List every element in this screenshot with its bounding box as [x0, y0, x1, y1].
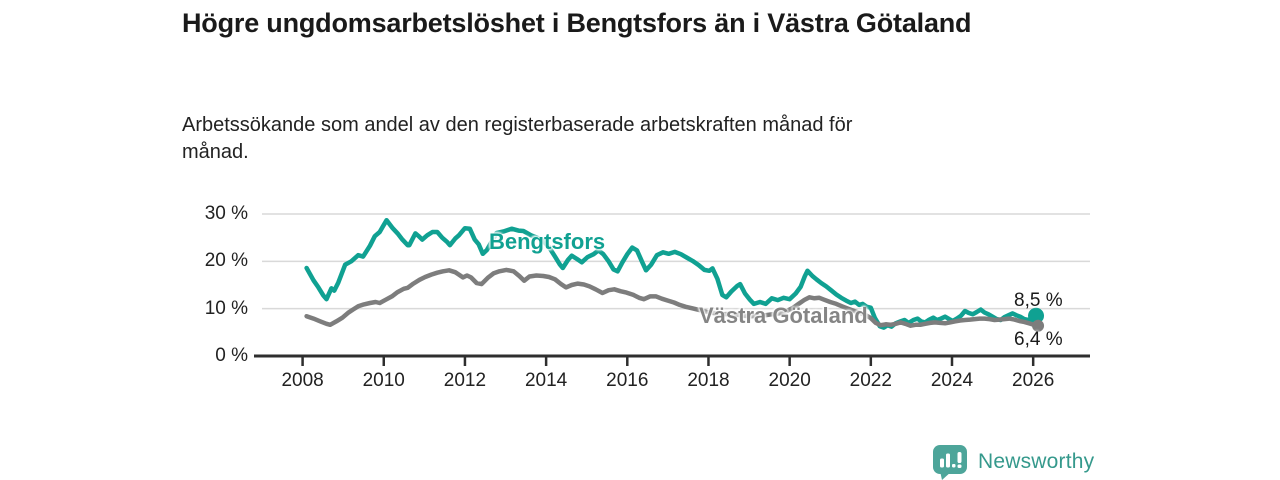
series-label-vastra-gotaland: Västra Götaland [699, 303, 868, 328]
x-tick-label: 2014 [524, 370, 568, 391]
chart-subtitle: Arbetssökande som andel av den registerb… [182, 114, 853, 163]
y-tick-label: 10 % [204, 297, 248, 319]
x-tick-label: 2016 [606, 370, 649, 391]
series-label-bengtsfors: Bengtsfors [489, 229, 606, 254]
x-tick-label: 2008 [281, 370, 324, 391]
series-end-dot-bengtsfors [1028, 307, 1045, 324]
end-value-label-bengtsfors: 8,5 % [1014, 290, 1063, 311]
newsworthy-logo-icon [933, 444, 967, 480]
x-tick-label: 2010 [362, 370, 405, 391]
series-line-vastra-gotaland [304, 267, 1041, 328]
series-end-dot-vastra-gotaland [1032, 319, 1045, 332]
chart-title: Högre ungdomsarbetslöshet i Bengtsfors ä… [182, 8, 972, 38]
end-value-label-vastra-gotaland: 6,4 % [1014, 329, 1063, 350]
x-tick-label: 2018 [687, 370, 730, 391]
y-tick-label: 30 % [204, 203, 248, 224]
y-tick-label: 0 % [215, 345, 248, 366]
y-tick-label: 20 % [204, 250, 248, 272]
x-tick-label: 2026 [1012, 370, 1055, 391]
series-line-bengtsfors [304, 217, 1039, 330]
newsworthy-brand-link[interactable]: Newsworthy [932, 444, 1094, 480]
x-tick-label: 2022 [849, 370, 892, 391]
x-tick-label: 2024 [930, 370, 974, 391]
newsworthy-brand-text: Newsworthy [978, 450, 1095, 473]
x-tick-label: 2012 [443, 370, 487, 391]
x-tick-label: 2020 [768, 370, 811, 391]
